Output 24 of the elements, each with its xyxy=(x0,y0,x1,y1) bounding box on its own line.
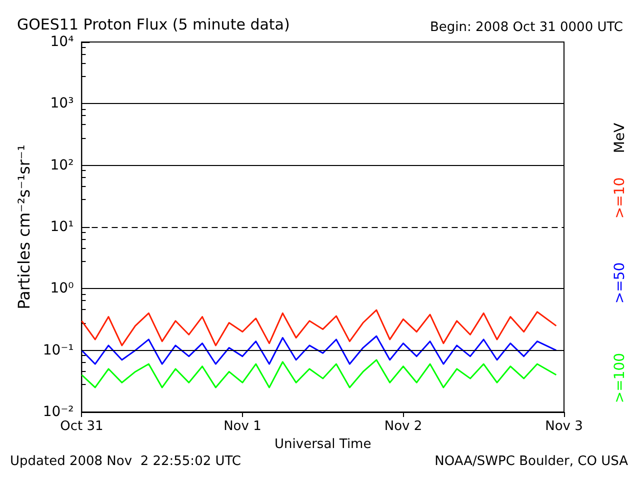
y-tick-label: 10⁰ xyxy=(50,280,74,297)
text: MeV xyxy=(612,122,628,154)
text: Updated 2008 Nov 2 22:55:02 UTC xyxy=(10,454,242,469)
y-tick-label: 10⁻¹ xyxy=(42,342,74,358)
chart-title: GOES11 Proton Flux (5 minute data) xyxy=(17,16,290,34)
y-axis-title: Particles cm⁻²s⁻¹sr⁻¹ xyxy=(14,144,34,310)
line-series xyxy=(80,335,557,365)
x-tick-label: Nov 1 xyxy=(224,419,262,434)
text: >=10 xyxy=(612,177,628,219)
x-tick-label: Nov 3 xyxy=(545,419,583,434)
text: >=100 xyxy=(612,352,628,404)
line-series xyxy=(80,309,557,346)
chart-subtitle: Begin: 2008 Oct 31 0000 UTC xyxy=(430,20,624,35)
text: >=50 xyxy=(612,262,628,304)
y-tick-label: 10³ xyxy=(50,96,74,112)
y-tick-label: 10² xyxy=(50,157,74,174)
y-tick-label: 10⁴ xyxy=(50,34,74,50)
x-tick-label: Oct 31 xyxy=(60,419,104,434)
y-tick-label: 10⁻² xyxy=(42,404,74,420)
x-tick-label: Nov 2 xyxy=(384,419,422,434)
x-axis-title: Universal Time xyxy=(274,437,372,452)
y-tick-label: 10¹ xyxy=(50,219,74,235)
line-series xyxy=(80,359,557,388)
text: NOAA/SWPC Boulder, CO USA xyxy=(434,454,628,469)
